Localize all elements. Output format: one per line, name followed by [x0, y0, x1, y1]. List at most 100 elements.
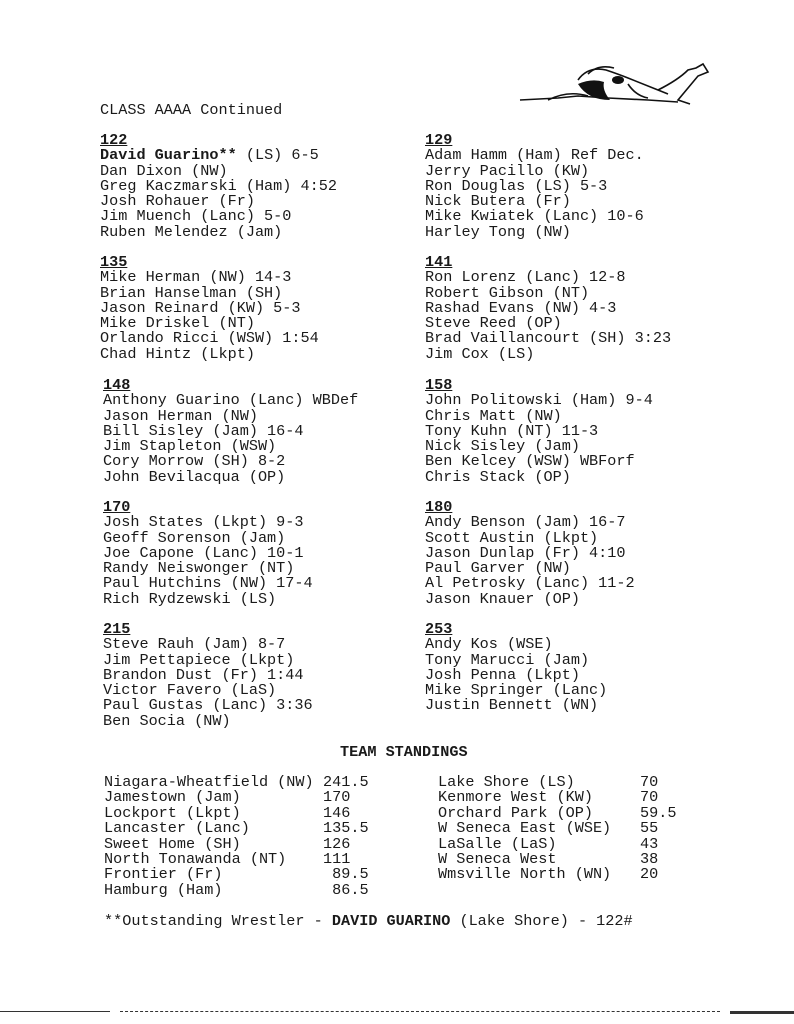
- wrestler-entry: Randy Neiswonger (NT): [103, 559, 295, 578]
- standing-score: 146: [323, 803, 351, 822]
- standing-score: 43: [640, 834, 659, 853]
- weight-heading: 122: [100, 131, 128, 149]
- weight-heading: 170: [103, 498, 131, 516]
- standing-team: LaSalle (LaS): [438, 834, 557, 853]
- wrestler-entry: Bill Sisley (Jam) 16-4: [103, 421, 304, 440]
- standing-score: 126: [323, 834, 351, 853]
- wrestler-entry: Greg Kaczmarski (Ham) 4:52: [100, 176, 337, 195]
- wrestlers-illustration-icon: [519, 62, 710, 105]
- weight-class-141: 141 Ron Lorenz (Lanc) 12-8 Robert Gibson (…: [425, 253, 672, 363]
- wrestler-entry: Harley Tong (NW): [425, 222, 571, 241]
- weight-heading: 148: [103, 376, 131, 394]
- footnote: **Outstanding Wrestler - DAVID GUARINO (…: [104, 912, 633, 930]
- wrestler-entry: Jason Herman (NW): [103, 406, 258, 425]
- wrestler-entry: Paul Garver (NW): [425, 559, 571, 578]
- weight-heading: 141: [425, 253, 453, 271]
- standing-score: 59.5: [640, 803, 677, 822]
- champion-result: (LS) 6-5: [245, 146, 319, 165]
- wrestler-entry: Adam Hamm (Ham) Ref Dec.: [425, 146, 644, 165]
- wrestler-entry: Mike Driskel (NT): [100, 314, 255, 333]
- standing-team: W Seneca West: [438, 850, 557, 868]
- wrestler-entry: Josh States (Lkpt) 9-3: [103, 513, 304, 532]
- wrestler-entry: Rich Rydzewski (LS): [103, 589, 277, 608]
- wrestler-entry: Nick Sisley (Jam): [425, 437, 580, 456]
- wrestler-entry: Geoff Sorenson (Jam): [103, 528, 286, 547]
- standing-score: 20: [640, 865, 659, 884]
- standing-team: Orchard Park (OP): [438, 803, 593, 822]
- wrestler-entry: Jim Pettapiece (Lkpt): [103, 650, 295, 669]
- divider: [0, 1011, 110, 1012]
- footnote-prefix: **Outstanding Wrestler -: [104, 912, 332, 930]
- standing-team: North Tonawanda (NT): [104, 850, 287, 868]
- wrestler-entry: Victor Favero (LaS): [103, 681, 277, 700]
- standing-score: 170: [323, 788, 351, 807]
- wrestler-entry: Ron Lorenz (Lanc) 12-8: [425, 268, 626, 287]
- wrestler-entry: Jason Knauer (OP): [425, 589, 580, 608]
- wrestler-entry: Steve Reed (OP): [425, 314, 562, 333]
- wrestler-entry: Josh Rohauer (Fr): [100, 192, 255, 211]
- page-title: CLASS AAAA Continued: [100, 101, 283, 119]
- weight-class-135: 135 Mike Herman (NW) 14-3 Brian Hanselman …: [100, 253, 319, 363]
- wrestler-entry: Jason Dunlap (Fr) 4:10: [425, 543, 626, 562]
- wrestler-entry: Paul Gustas (Lanc) 3:36: [103, 696, 313, 715]
- standing-score: 111: [323, 850, 351, 868]
- wrestler-entry: Scott Austin (Lkpt): [425, 528, 599, 547]
- standing-score: 55: [640, 819, 659, 838]
- wrestler-entry: Brad Vaillancourt (SH) 3:23: [425, 329, 672, 348]
- weight-class-148: 148 Anthony Guarino (Lanc) WBDef Jason Her…: [103, 376, 359, 485]
- wrestler-entry: Andy Kos (WSE): [425, 635, 553, 654]
- standing-team: Jamestown (Jam): [104, 788, 241, 807]
- wrestler-entry: Cory Morrow (SH) 8-2: [103, 452, 286, 471]
- wrestler-entry: Brandon Dust (Fr) 1:44: [103, 665, 304, 684]
- footnote-name: DAVID GUARINO: [331, 912, 451, 930]
- wrestler-entry: Nick Butera (Fr): [425, 192, 571, 211]
- standing-team: Frontier (Fr): [104, 865, 223, 884]
- wrestler-entry: Andy Benson (Jam) 16-7: [425, 513, 626, 532]
- wrestler-entry: Dan Dixon (NW): [100, 161, 228, 180]
- weight-class-215: 215 Steve Rauh (Jam) 8-7 Jim Pettapiece (L…: [103, 620, 313, 729]
- wrestler-entry: Jerry Pacillo (KW): [425, 161, 590, 180]
- standing-score: 38: [640, 850, 659, 868]
- wrestler-entry: David Guarino** (LS) 6-5: [100, 148, 337, 163]
- champion-name: David Guarino**: [100, 146, 237, 165]
- weight-class-122: 122 David Guarino** (LS) 6-5 Dan Dixon (NW…: [100, 131, 337, 240]
- wrestler-entry: Jim Muench (Lanc) 5-0: [100, 207, 292, 226]
- wrestler-entry: Ben Kelcey (WSW) WBForf: [425, 452, 635, 471]
- wrestler-entry: Mike Kwiatek (Lanc) 10-6: [425, 207, 644, 226]
- weight-heading: 129: [425, 131, 453, 149]
- weight-class-180: 180 Andy Benson (Jam) 16-7 Scott Austin (L…: [425, 498, 635, 608]
- weight-heading: 135: [100, 253, 128, 271]
- weight-heading: 158: [425, 376, 453, 394]
- weight-heading: 180: [425, 498, 453, 516]
- wrestler-entry: Tony Kuhn (NT) 11-3: [425, 421, 599, 440]
- wrestler-entry: Chad Hintz (Lkpt): [100, 344, 255, 363]
- divider: [120, 1011, 720, 1012]
- standing-team: Lancaster (Lanc): [104, 819, 250, 838]
- weight-heading: 253: [425, 620, 453, 638]
- wrestler-entry: Ron Douglas (LS) 5-3: [425, 176, 608, 195]
- footnote-suffix: (Lake Shore) - 122#: [450, 912, 633, 930]
- wrestler-entry: Robert Gibson (NT): [425, 283, 590, 302]
- wrestler-entry: Orlando Ricci (WSW) 1:54: [100, 329, 319, 348]
- wrestler-entry: Josh Penna (Lkpt): [425, 665, 580, 684]
- standing-score: 70: [640, 788, 659, 807]
- wrestler-entry: Steve Rauh (Jam) 8-7: [103, 635, 286, 654]
- wrestler-entry: Paul Hutchins (NW) 17-4: [103, 574, 313, 593]
- wrestler-entry: Brian Hanselman (SH): [100, 283, 283, 302]
- weight-class-129: 129 Adam Hamm (Ham) Ref Dec. Jerry Pacillo…: [425, 131, 644, 241]
- wrestler-entry: Mike Herman (NW) 14-3: [100, 268, 292, 287]
- wrestler-entry: Anthony Guarino (Lanc) WBDef: [103, 391, 359, 410]
- standing-team: Wmsville North (WN): [438, 865, 612, 884]
- wrestler-entry: Chris Stack (OP): [425, 467, 571, 486]
- wrestler-entry: Jim Cox (LS): [425, 344, 535, 363]
- weight-heading: 215: [103, 620, 131, 638]
- weight-class-253: 253 Andy Kos (WSE) Tony Marucci (Jam) Josh …: [425, 620, 607, 715]
- wrestler-entry: Rashad Evans (NW) 4-3: [425, 298, 617, 317]
- standing-team: Hamburg (Ham): [104, 880, 223, 899]
- wrestler-entry: Justin Bennett (WN): [425, 696, 599, 715]
- standing-team: Lake Shore (LS): [438, 773, 575, 791]
- standing-score: 135.5: [323, 819, 369, 838]
- standing-team: Sweet Home (SH): [104, 834, 241, 853]
- standing-team: W Seneca East (WSE): [438, 819, 612, 838]
- standings-heading: TEAM STANDINGS: [340, 743, 468, 761]
